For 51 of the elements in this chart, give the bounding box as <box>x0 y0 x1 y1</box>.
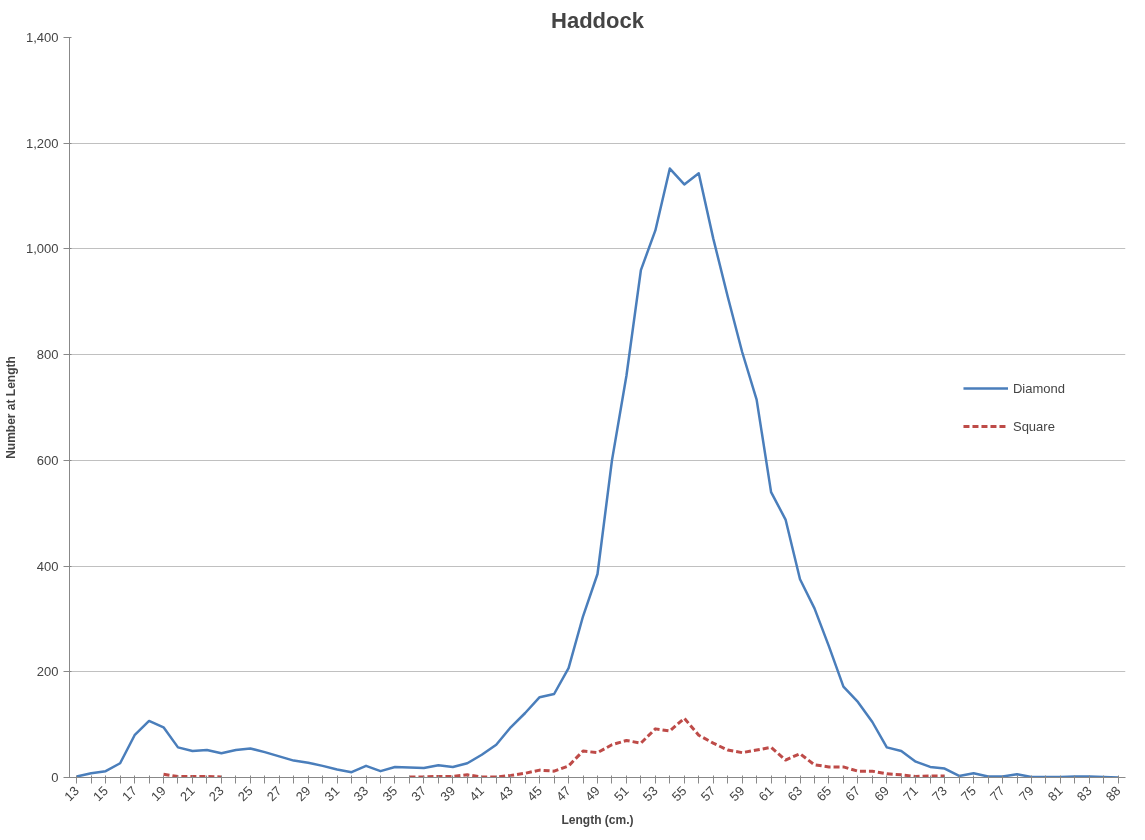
y-tick-label: 1,000 <box>25 241 59 257</box>
y-tick-label: 1,400 <box>25 30 59 45</box>
x-tick-label: 65 <box>813 783 835 805</box>
x-tick-label: 55 <box>668 783 690 805</box>
legend-label: Square <box>1012 418 1055 434</box>
x-tick-label: 69 <box>871 783 893 805</box>
x-tick-label: 79 <box>1015 783 1037 805</box>
x-tick-label: 71 <box>900 783 922 805</box>
y-tick-label: 200 <box>36 664 59 680</box>
chart-title: Haddock <box>551 7 645 33</box>
line-series <box>75 167 1120 778</box>
x-tick-label: 67 <box>842 783 864 805</box>
y-tick-label: 600 <box>36 452 59 468</box>
x-tick-label: 41 <box>466 783 488 805</box>
x-tick-label: 47 <box>553 783 574 805</box>
x-tick-label: 63 <box>784 783 806 805</box>
x-tick-label: 43 <box>495 783 517 805</box>
y-tick-label: 800 <box>36 347 59 363</box>
x-tick-label: 57 <box>697 783 719 805</box>
x-tick-label: 23 <box>205 783 227 805</box>
legend-label: Diamond <box>1012 380 1065 396</box>
y-tick-label: 0 <box>51 770 59 785</box>
x-tick-label: 35 <box>379 783 401 805</box>
x-tick-label: 75 <box>958 783 979 805</box>
x-tick-label: 83 <box>1073 783 1095 805</box>
x-tick-label: 88 <box>1102 783 1124 805</box>
x-tick-label: 53 <box>639 783 661 805</box>
x-tick-label: 25 <box>234 783 256 805</box>
x-tick-label: 31 <box>321 783 343 805</box>
x-tick-label: 39 <box>437 783 459 805</box>
x-tick-label: 33 <box>350 783 372 805</box>
y-axis-title: Number at Length <box>3 356 18 459</box>
y-tick-label: 400 <box>36 558 59 574</box>
x-tick-label: 15 <box>90 783 111 805</box>
x-tick-label: 49 <box>581 783 603 805</box>
x-tick-label: 81 <box>1044 783 1066 805</box>
x-tick-label: 21 <box>176 783 198 805</box>
x-tick-label: 29 <box>292 783 314 805</box>
x-tick-label: 73 <box>929 783 950 805</box>
x-tick-label: 59 <box>726 783 748 805</box>
x-tick-label: 77 <box>987 783 1008 805</box>
x-tick-label: 37 <box>408 783 430 805</box>
x-tick-label: 19 <box>148 783 169 805</box>
x-tick-label: 27 <box>263 783 285 805</box>
x-tick-label: 13 <box>61 783 83 805</box>
x-axis-title: Length (cm.) <box>561 813 634 828</box>
x-tick-label: 51 <box>610 783 632 805</box>
x-tick-label: 45 <box>524 783 545 805</box>
y-tick-label: 1,200 <box>25 135 59 151</box>
x-tick-label: 61 <box>755 783 777 805</box>
x-tick-label: 17 <box>119 783 140 805</box>
